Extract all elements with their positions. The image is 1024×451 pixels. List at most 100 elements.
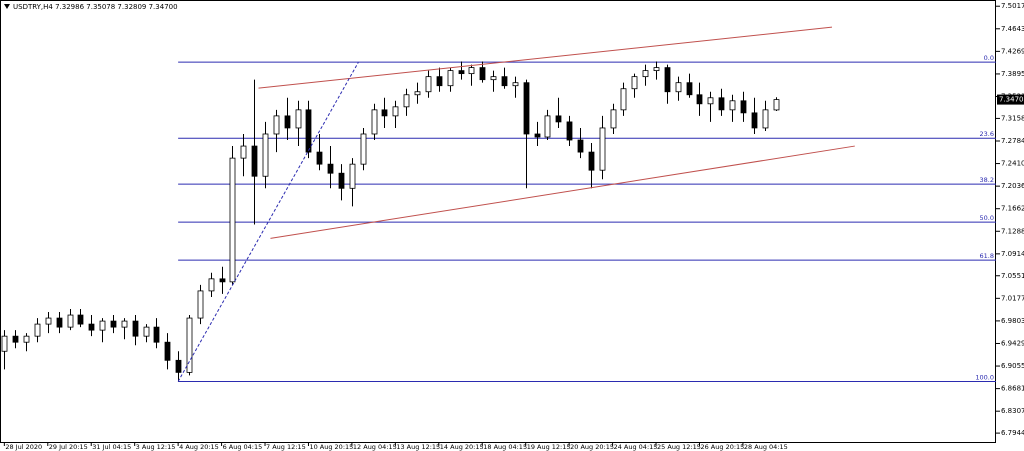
x-tick-label: 10 Aug 20:15 — [309, 443, 353, 451]
trend-line — [177, 61, 359, 382]
y-tick-label: 6.86810 — [1001, 385, 1024, 393]
candle-body — [132, 320, 139, 337]
candle-body — [523, 82, 530, 135]
candle-body — [447, 70, 454, 87]
candle-body — [425, 76, 432, 93]
candle-body — [718, 97, 725, 111]
last-price-box — [997, 94, 1024, 105]
x-tick-label: 28 Aug 04:15 — [744, 443, 788, 451]
y-tick-label: 7.01770 — [1001, 294, 1024, 302]
candle-body — [436, 76, 443, 87]
candle-body — [110, 320, 117, 328]
candle-body — [740, 100, 747, 114]
candle-body — [675, 82, 682, 93]
x-tick-label: 12 Aug 04:15 — [353, 443, 397, 451]
x-tick-label: 19 Aug 12:15 — [527, 443, 571, 451]
candle-body — [77, 314, 84, 325]
candle-body — [143, 326, 150, 337]
candle-body — [479, 67, 486, 81]
candle-body — [262, 133, 269, 177]
candle-body — [371, 109, 378, 135]
candle-body — [566, 121, 573, 141]
candle-body — [610, 109, 617, 129]
y-tick-label: 7.12880 — [1001, 227, 1024, 235]
last-price-label: 7.34700 — [999, 96, 1024, 104]
candle-body — [175, 359, 182, 373]
y-tick-label: 7.27840 — [1001, 137, 1024, 145]
y-tick-label: 7.24100 — [1001, 160, 1024, 168]
y-tick-label: 6.98030 — [1001, 317, 1024, 325]
candle-body — [653, 67, 660, 72]
candle-body — [458, 70, 465, 75]
y-tick-label: 7.42690 — [1001, 47, 1024, 55]
candle-body — [219, 278, 226, 283]
candle-body — [153, 326, 160, 343]
candle-body — [229, 157, 236, 283]
candle-body — [534, 133, 541, 138]
y-tick-label: 7.05510 — [1001, 272, 1024, 280]
candle-body — [99, 320, 106, 331]
x-tick-label: 6 Aug 04:15 — [223, 443, 263, 451]
y-tick-label: 6.83070 — [1001, 407, 1024, 415]
candle-body — [620, 88, 627, 111]
candle-body — [349, 163, 356, 189]
fibo-label: 50.0 — [980, 214, 994, 222]
fibo-label: 23.6 — [980, 130, 994, 138]
candle-body — [186, 317, 193, 373]
candle-body — [664, 67, 671, 93]
y-tick-label: 7.20360 — [1001, 182, 1024, 190]
candle-body — [45, 317, 52, 325]
candle-body — [251, 145, 258, 177]
x-tick-label: 7 Aug 12:15 — [266, 443, 306, 451]
fibo-label: 38.2 — [980, 176, 994, 184]
candle-body — [762, 109, 769, 129]
x-tick-label: 29 Jul 20:15 — [49, 443, 88, 451]
x-tick-label: 24 Aug 04:15 — [614, 443, 658, 451]
y-tick-label: 7.38950 — [1001, 70, 1024, 78]
candle-body — [1, 335, 8, 352]
candle-body — [696, 94, 703, 105]
candle-body — [642, 70, 649, 78]
y-tick-label: 7.50170 — [1001, 2, 1024, 10]
fibo-label: 0.0 — [984, 54, 994, 62]
candle-body — [360, 133, 367, 165]
candle-body — [34, 323, 41, 337]
candle-body — [295, 109, 302, 129]
candle-body — [512, 82, 519, 87]
candle-body — [67, 314, 74, 328]
candle-body — [501, 76, 508, 87]
y-tick-label: 6.94290 — [1001, 339, 1024, 347]
candle-body — [88, 323, 95, 331]
candle-body — [164, 341, 171, 361]
candle-body — [729, 100, 736, 111]
candle-body — [240, 145, 247, 159]
candle-body — [316, 151, 323, 165]
candle-body — [468, 67, 475, 75]
candle-body — [338, 172, 345, 189]
x-tick-label: 4 Aug 20:15 — [179, 443, 219, 451]
candle-body — [631, 76, 638, 90]
symbol-icon — [4, 4, 10, 9]
x-tick-label: 13 Aug 12:15 — [396, 443, 440, 451]
x-tick-label: 31 Jul 04:15 — [92, 443, 131, 451]
x-tick-label: 14 Aug 20:15 — [440, 443, 484, 451]
x-tick-label: 18 Aug 04:15 — [483, 443, 527, 451]
x-tick-label: 25 Aug 12:15 — [657, 443, 701, 451]
candle-body — [305, 109, 312, 153]
y-tick-label: 6.90550 — [1001, 362, 1024, 370]
candle-body — [555, 115, 562, 123]
candle-body — [751, 112, 758, 129]
candle-body — [121, 320, 128, 328]
y-tick-label: 7.46430 — [1001, 25, 1024, 33]
candle-body — [707, 97, 714, 105]
candle-body — [23, 335, 30, 343]
candle-body — [392, 106, 399, 117]
candle-body — [12, 335, 19, 343]
fibo-label: 100.0 — [975, 373, 994, 381]
x-tick-label: 28 Jul 2020 — [5, 443, 42, 451]
candle-body — [284, 115, 291, 129]
candle-body — [208, 278, 215, 292]
fibo-label: 61.8 — [980, 252, 994, 260]
candle-body — [490, 76, 497, 81]
y-tick-label: 6.79440 — [1001, 429, 1024, 437]
